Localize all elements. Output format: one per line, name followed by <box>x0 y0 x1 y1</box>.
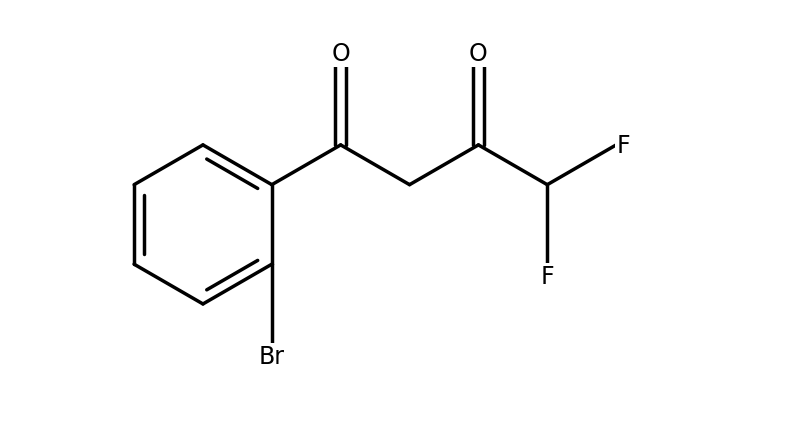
Text: O: O <box>469 42 487 66</box>
Text: Br: Br <box>259 344 285 368</box>
Text: F: F <box>540 265 554 288</box>
Text: F: F <box>616 134 630 158</box>
Text: O: O <box>331 42 350 66</box>
